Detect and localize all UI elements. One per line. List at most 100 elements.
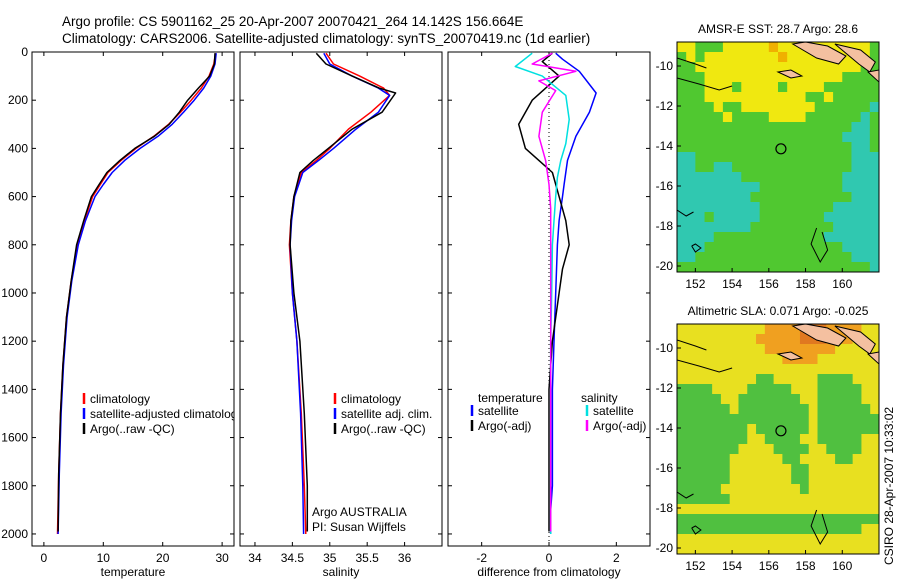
map-cell <box>870 484 879 495</box>
map-cell <box>713 232 724 243</box>
map-cell <box>729 474 740 485</box>
map-cell <box>823 122 834 133</box>
map-cell <box>814 72 825 83</box>
map-cell <box>713 112 724 123</box>
map-cell <box>799 494 810 505</box>
map-cell <box>778 162 788 173</box>
map-cell <box>722 92 733 103</box>
map-cell <box>704 42 715 53</box>
map-cell <box>756 434 766 445</box>
map-cell <box>677 454 687 465</box>
map-cell <box>851 42 862 53</box>
map-cell <box>764 434 775 445</box>
map-cell <box>860 102 871 113</box>
map-cell <box>712 354 722 365</box>
map-cell <box>677 544 687 554</box>
map-cell <box>704 92 715 103</box>
map-cell <box>852 494 863 505</box>
map-cell <box>768 212 779 223</box>
map-cell <box>791 364 801 375</box>
map-cell <box>852 384 863 395</box>
map-cell <box>782 364 792 375</box>
map-cell <box>870 544 879 554</box>
map-cell <box>764 484 775 495</box>
map-cell <box>764 414 775 425</box>
map-cell <box>823 212 834 223</box>
map-cell <box>787 92 797 103</box>
map-cell <box>773 414 783 425</box>
map-cell <box>805 242 816 253</box>
map-frame <box>676 41 880 273</box>
map-cell <box>861 444 871 455</box>
map-cell <box>741 202 752 213</box>
map-cell <box>722 122 733 133</box>
map-cell <box>686 52 696 63</box>
map-x-tick-label: 160 <box>832 277 852 291</box>
map-cell <box>677 354 687 365</box>
map-cell <box>756 384 766 395</box>
map-cell <box>814 222 825 233</box>
map-cell <box>835 354 845 365</box>
map-cell <box>712 424 722 435</box>
map-cell <box>768 202 779 213</box>
map-cell <box>703 494 713 505</box>
map-cell <box>833 92 843 103</box>
map-cell <box>704 112 715 123</box>
map-cell <box>835 424 845 435</box>
map-cell <box>703 534 713 545</box>
map-cell <box>861 484 871 495</box>
map-cell <box>808 374 819 385</box>
map-cell <box>677 152 687 163</box>
map-cell <box>773 344 783 355</box>
map-cell <box>750 112 761 123</box>
map-cell <box>741 132 752 143</box>
map-cell <box>741 262 752 272</box>
map-cell <box>805 172 816 183</box>
map-cell <box>808 494 819 505</box>
map-cell <box>860 82 871 93</box>
map-cell <box>732 162 742 173</box>
map-title: Altimetric SLA: 0.071 Argo: -0.025 <box>688 304 869 318</box>
map-cell <box>695 212 706 223</box>
map-cell <box>768 242 779 253</box>
map-cell <box>712 484 722 495</box>
map-cell <box>843 534 854 545</box>
map-cell <box>677 484 687 495</box>
map-cell <box>686 122 696 133</box>
map-cell <box>861 494 871 505</box>
legend-label: climatology <box>90 392 150 406</box>
map-cell <box>817 534 827 545</box>
map-cell <box>833 162 843 173</box>
map-cell <box>759 232 770 243</box>
map-cell <box>695 262 706 272</box>
map-y-tick-label: -16 <box>656 461 674 475</box>
map-x-tick-label: 154 <box>722 277 742 291</box>
map-cell <box>704 132 715 143</box>
map-cell <box>686 142 696 153</box>
map-cell <box>860 242 871 253</box>
x-tick-label: 34 <box>248 551 262 565</box>
map-cell <box>756 544 766 554</box>
depth-contour <box>677 77 733 91</box>
map-cell <box>686 172 696 183</box>
map-cell <box>869 132 879 143</box>
map-cell <box>722 242 733 253</box>
map-cell <box>677 122 687 133</box>
map-cell <box>860 172 871 183</box>
map-cell <box>861 374 871 385</box>
map-cell <box>685 354 696 365</box>
map-cell <box>738 474 748 485</box>
map-cell <box>823 62 834 73</box>
map-cell <box>729 374 740 385</box>
island-shape <box>866 69 879 83</box>
map-cell <box>729 424 740 435</box>
map-cell <box>773 364 783 375</box>
map-cell <box>851 212 862 223</box>
map-cell <box>720 484 731 495</box>
map-cell <box>852 504 863 515</box>
map-cell <box>833 222 843 233</box>
map-cell <box>860 202 871 213</box>
map-cell <box>694 364 704 375</box>
map-cell <box>741 62 752 73</box>
map-cell <box>677 364 687 375</box>
